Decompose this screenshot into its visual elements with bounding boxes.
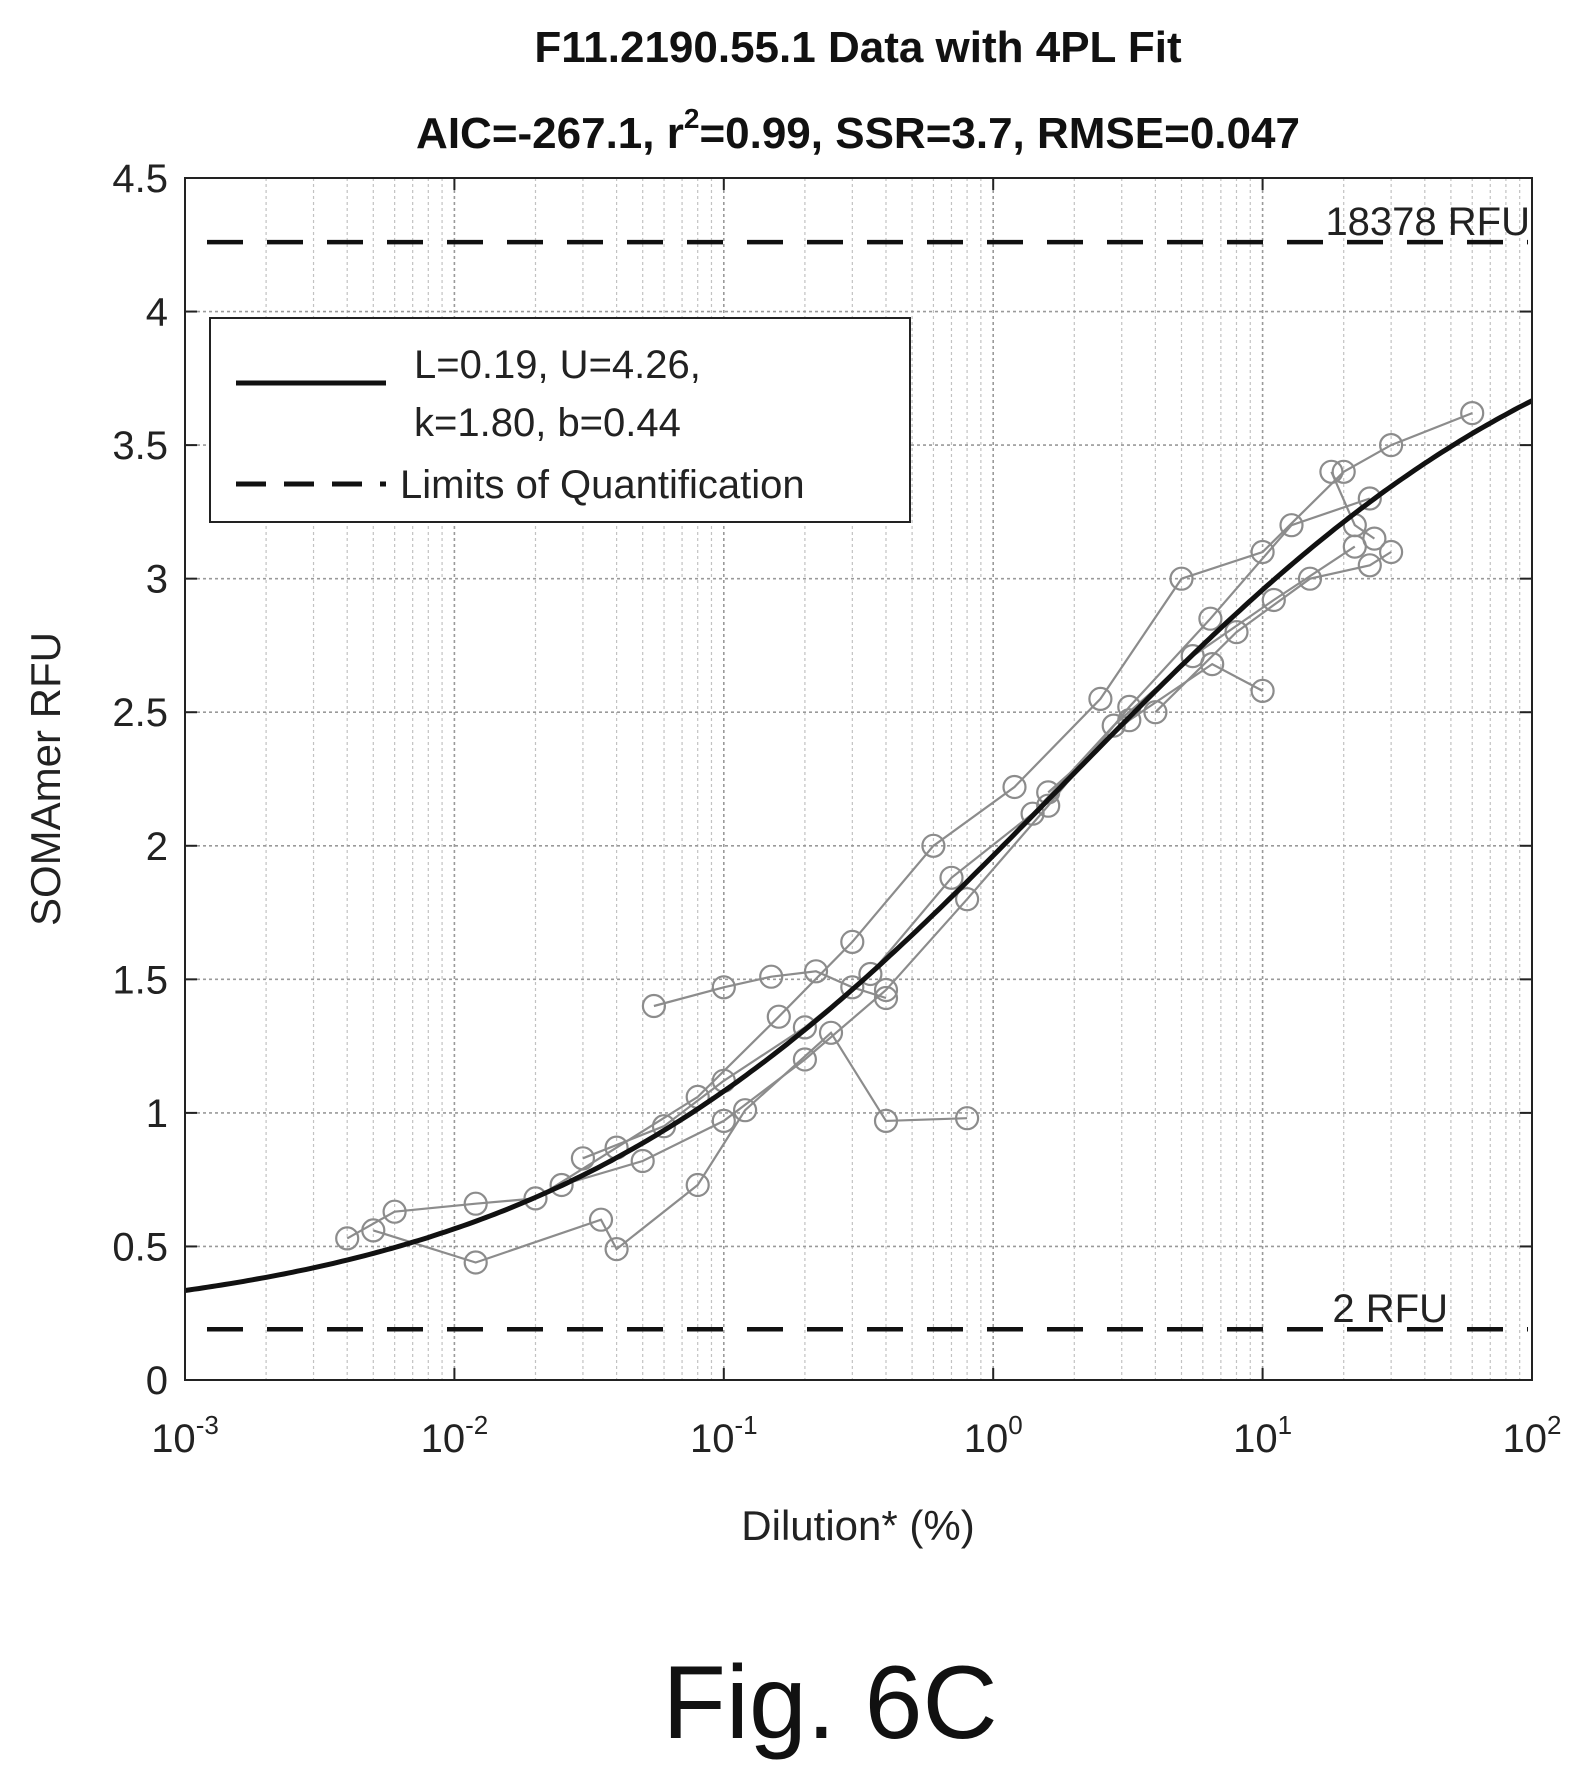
data-point xyxy=(818,1020,844,1045)
data-point xyxy=(685,1172,710,1198)
data-point xyxy=(1261,587,1286,613)
y-tick-label: 2 xyxy=(146,825,168,869)
series-line-7 xyxy=(1330,471,1376,540)
figure-caption: Fig. 6C xyxy=(662,1645,997,1761)
data-point xyxy=(1357,553,1382,578)
lower-limit-label: 2 RFU xyxy=(1332,1287,1448,1331)
x-tick-label: 10-1 xyxy=(690,1410,758,1461)
x-tick-label: 101 xyxy=(1233,1410,1292,1461)
data-point xyxy=(792,1047,818,1072)
data-point xyxy=(954,1106,980,1131)
series-line-2 xyxy=(372,1031,968,1264)
data-point xyxy=(361,1218,386,1243)
chart-subtitle: AIC=-267.1, r2=0.99, SSR=3.7, RMSE=0.047 xyxy=(416,103,1300,158)
y-tick-label: 4.5 xyxy=(112,157,168,201)
y-tick-label: 3 xyxy=(146,558,168,602)
data-point xyxy=(463,1250,488,1275)
data-point xyxy=(604,1236,629,1262)
data-point xyxy=(1297,566,1323,591)
data-point xyxy=(463,1191,488,1216)
series-line-8 xyxy=(561,497,1371,1187)
data-point xyxy=(840,929,865,955)
data-point xyxy=(1169,566,1194,591)
data-point xyxy=(1378,433,1404,458)
y-tick-label: 3.5 xyxy=(112,424,168,468)
data-point xyxy=(732,1098,758,1123)
data-point xyxy=(1331,459,1356,484)
data-point xyxy=(759,964,784,989)
x-tick-label: 100 xyxy=(964,1410,1023,1461)
legend-fit-label-line-2: k=1.80, b=0.44 xyxy=(414,401,681,445)
data-point xyxy=(1460,401,1485,426)
x-axis-label: Dilution* (%) xyxy=(741,1502,974,1549)
data-point xyxy=(588,1207,614,1232)
x-axis-ticks: 10-3 10-2 10-1 100 101 102 xyxy=(151,178,1561,1461)
data-point xyxy=(570,1146,596,1171)
legend: L=0.19, U=4.26, k=1.80, b=0.44 Limits of… xyxy=(209,317,911,523)
fit-curve xyxy=(185,398,1532,1293)
legend-limits-label: Limits of Quantification xyxy=(400,463,805,507)
data-point xyxy=(766,1004,791,1029)
fit-curve-group xyxy=(185,398,1532,1293)
data-point xyxy=(873,1108,899,1134)
y-tick-label: 0.5 xyxy=(112,1225,168,1269)
data-point xyxy=(792,1015,818,1040)
y-tick-label: 1 xyxy=(146,1092,168,1136)
y-tick-label: 2.5 xyxy=(112,691,168,735)
series-line-1 xyxy=(346,412,1473,1240)
y-tick-label: 0 xyxy=(146,1359,168,1403)
data-point xyxy=(382,1199,407,1224)
series-line-4 xyxy=(582,545,1356,1160)
data-point xyxy=(335,1226,360,1251)
data-point xyxy=(630,1148,655,1174)
data-point xyxy=(1362,526,1387,551)
data-point xyxy=(1224,619,1249,645)
data-point xyxy=(873,977,899,1003)
data-point xyxy=(803,959,829,984)
plot-frame xyxy=(184,177,1533,1381)
data-point xyxy=(1036,793,1061,818)
data-point xyxy=(840,975,865,1000)
data-point xyxy=(1357,486,1382,511)
chart-title: F11.2190.55.1 Data with 4PL Fit xyxy=(534,23,1182,72)
data-point xyxy=(1088,686,1113,712)
data-point xyxy=(711,1108,736,1134)
data-point xyxy=(1250,539,1275,565)
data-point xyxy=(523,1186,548,1211)
x-tick-label: 10-3 xyxy=(151,1410,219,1461)
x-tick-label: 10-2 xyxy=(421,1410,489,1461)
data-point xyxy=(939,865,964,890)
y-tick-label: 4 xyxy=(146,291,168,335)
data-point xyxy=(1200,651,1225,677)
y-axis-label: SOMAmer RFU xyxy=(22,632,69,926)
legend-box xyxy=(209,317,911,523)
data-point xyxy=(1319,459,1344,484)
data-points xyxy=(335,401,1485,1275)
data-point xyxy=(1279,513,1304,538)
data-point xyxy=(549,1172,574,1198)
upper-limit-label: 18378 RFU xyxy=(1325,200,1530,244)
legend-fit-label-line-1: L=0.19, U=4.26, xyxy=(414,343,701,387)
data-point xyxy=(1143,700,1168,725)
data-point xyxy=(711,975,736,1000)
series-line-6 xyxy=(1154,551,1392,713)
data-point xyxy=(1378,539,1404,565)
y-axis-ticks: 0 0.5 1 1.5 2 2.5 3 3.5 4 4.5 xyxy=(112,157,1532,1403)
y-tick-label: 1.5 xyxy=(112,958,168,1002)
limits-of-quantification xyxy=(207,239,1528,1332)
x-tick-label: 102 xyxy=(1503,1410,1562,1461)
data-point xyxy=(1250,678,1275,704)
data-point xyxy=(1198,606,1223,631)
data-point xyxy=(641,993,667,1019)
data-point xyxy=(954,887,980,912)
data-point xyxy=(858,961,883,987)
data-point xyxy=(921,833,946,858)
data-point xyxy=(1002,774,1027,800)
